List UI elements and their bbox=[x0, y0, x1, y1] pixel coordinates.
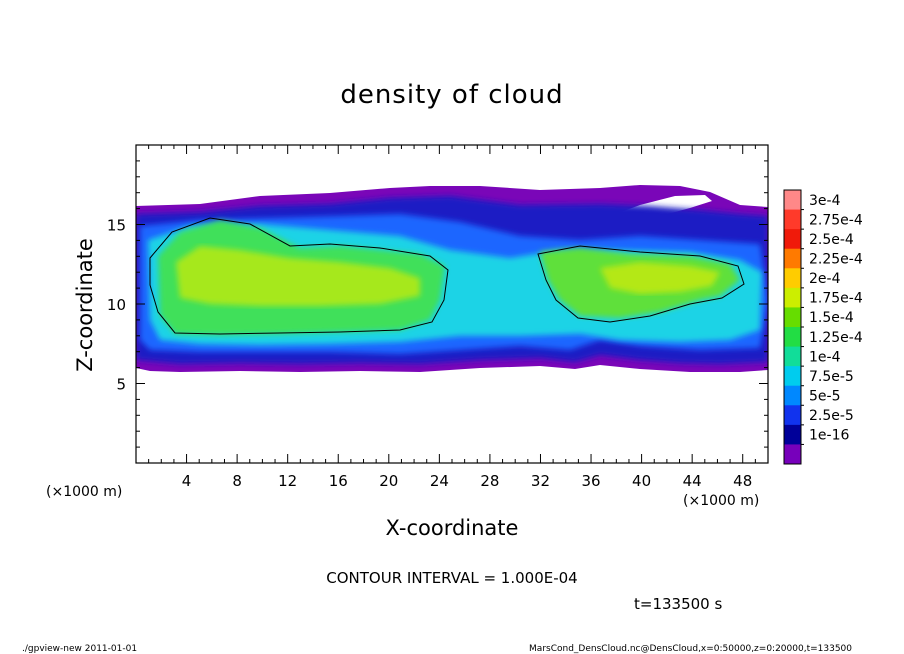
colorbar-label: 1e-16 bbox=[809, 428, 849, 444]
colorbar-swatch bbox=[784, 327, 801, 348]
colorbar-swatch bbox=[784, 190, 801, 211]
x-tick-label: 4 bbox=[182, 472, 192, 490]
colorbar-swatch bbox=[784, 229, 801, 250]
colorbar-label: 2.75e-4 bbox=[809, 212, 863, 228]
y-tick-label: 10 bbox=[107, 296, 126, 314]
x-tick-label: 16 bbox=[329, 472, 348, 490]
x-tick-label: 48 bbox=[733, 472, 752, 490]
contour-interval-note: CONTOUR INTERVAL = 1.000E-04 bbox=[326, 569, 577, 587]
y-tick-label: 5 bbox=[116, 376, 126, 394]
x-axis-label: X-coordinate bbox=[386, 516, 519, 540]
colorbar-label: 1.75e-4 bbox=[809, 291, 863, 307]
colorbar-swatch bbox=[784, 424, 801, 445]
colorbar-swatch bbox=[784, 307, 801, 328]
x-unit-label: (×1000 m) bbox=[683, 493, 759, 509]
y-axis-label: Z-coordinate bbox=[73, 238, 97, 372]
time-label: t=133500 s bbox=[634, 595, 722, 613]
colorbar-swatch bbox=[784, 385, 801, 406]
footer-right: MarsCond_DensCloud.nc@DensCloud,x=0:5000… bbox=[529, 644, 852, 654]
colorbar-label: 1.5e-4 bbox=[809, 310, 854, 326]
x-tick-label: 40 bbox=[632, 472, 651, 490]
y-tick-label: 15 bbox=[107, 217, 126, 235]
x-tick-label: 36 bbox=[581, 472, 600, 490]
colorbar-swatch bbox=[784, 405, 801, 426]
colorbar-swatch bbox=[784, 366, 801, 387]
colorbar-label: 2.25e-4 bbox=[809, 252, 863, 268]
contour-1e-4-east bbox=[537, 245, 745, 323]
colorbar-label: 7.5e-5 bbox=[809, 369, 854, 385]
colorbar-label: 5e-5 bbox=[809, 389, 840, 405]
cloud-density-field bbox=[136, 185, 768, 372]
y-axis: 5 10 15 bbox=[107, 144, 768, 464]
x-tick-label: 24 bbox=[430, 472, 449, 490]
x-tick-label: 20 bbox=[379, 472, 398, 490]
colorbar-swatch bbox=[784, 444, 801, 465]
contour-1e-4 bbox=[149, 217, 449, 335]
colorbar-swatch bbox=[784, 287, 801, 308]
colorbar-swatch bbox=[784, 346, 801, 367]
chart-title: density of cloud bbox=[340, 80, 563, 110]
footer-left: ./gpview-new 2011-01-01 bbox=[22, 644, 137, 654]
x-tick-label: 8 bbox=[232, 472, 242, 490]
colorbar: 3e-4 2.75e-4 2.5e-4 2.25e-4 2e-4 1.75e-4 1.5e-… bbox=[783, 189, 863, 465]
x-tick-label: 32 bbox=[531, 472, 550, 490]
density-band-lime-east bbox=[600, 262, 720, 294]
colorbar-label: 3e-4 bbox=[809, 193, 841, 209]
x-tick-label: 44 bbox=[683, 472, 702, 490]
colorbar-swatch bbox=[784, 209, 801, 230]
x-axis: 4 8 12 16 20 24 28 32 36 40 44 48 bbox=[135, 145, 769, 490]
y-unit-label: (×1000 m) bbox=[46, 484, 122, 500]
colorbar-label: 2.5e-4 bbox=[809, 232, 854, 248]
x-tick-label: 28 bbox=[480, 472, 499, 490]
colorbar-label: 1e-4 bbox=[809, 349, 841, 365]
x-tick-label: 12 bbox=[278, 472, 297, 490]
colorbar-swatch bbox=[784, 268, 801, 289]
colorbar-label: 2.5e-5 bbox=[809, 408, 854, 424]
density-band-lime bbox=[176, 246, 420, 306]
colorbar-label: 2e-4 bbox=[809, 271, 841, 287]
colorbar-swatch bbox=[784, 248, 801, 269]
colorbar-label: 1.25e-4 bbox=[809, 330, 863, 346]
